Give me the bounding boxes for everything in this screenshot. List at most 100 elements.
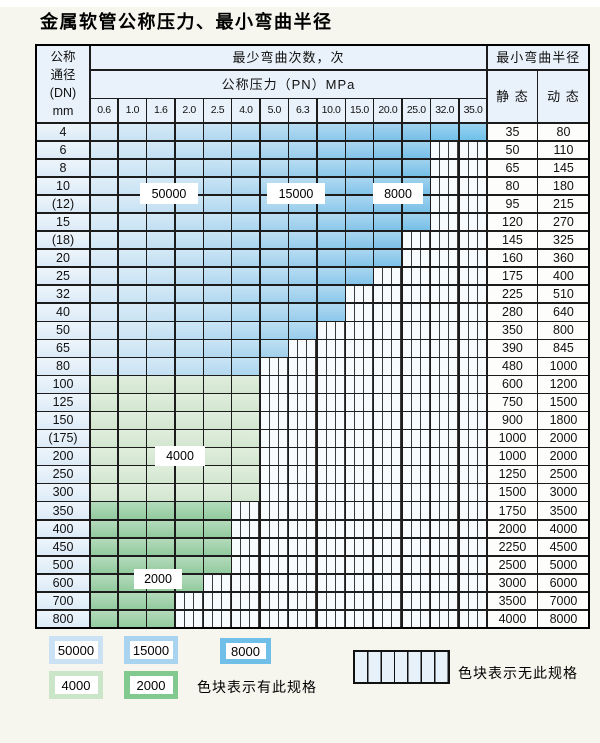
spec-cell — [260, 141, 288, 159]
spec-cell — [147, 484, 175, 501]
no-spec-cell — [317, 394, 345, 411]
no-spec-cell — [260, 610, 288, 628]
spec-cell — [90, 213, 118, 231]
spec-cell — [118, 448, 146, 465]
spec-cell — [317, 213, 345, 231]
spec-cell — [118, 123, 146, 141]
spec-cell — [118, 177, 146, 195]
spec-cell — [90, 267, 118, 285]
static-radius-cell: 900 — [487, 412, 537, 429]
dn-cell: 20 — [37, 249, 89, 267]
dn-cell: 450 — [37, 538, 89, 556]
no-spec-cell — [346, 376, 373, 393]
spec-cell — [289, 123, 317, 141]
static-radius-cell: 80 — [487, 177, 537, 195]
no-spec-cell — [374, 358, 402, 375]
no-spec-cell — [260, 448, 288, 465]
spec-cell — [232, 159, 260, 177]
legend-swatch-label: 4000 — [54, 676, 98, 694]
spec-cell — [260, 213, 288, 231]
spec-cell — [260, 267, 288, 285]
header-radius: 最小弯曲半径 — [487, 46, 589, 69]
spec-cell — [232, 285, 260, 303]
spec-cell — [289, 322, 317, 339]
spec-cell — [147, 520, 175, 538]
no-spec-cell — [402, 592, 430, 610]
spec-cell — [90, 520, 118, 538]
pressure-column-header: 6.3 — [289, 99, 317, 122]
header-bend-times: 最少弯曲次数，次 — [90, 46, 487, 69]
legend-swatch: 15000 — [124, 636, 178, 664]
dn-cell: 800 — [37, 610, 89, 628]
dynamic-radius-cell: 800 — [538, 322, 589, 339]
no-spec-cell — [431, 430, 459, 447]
legend-swatch: 4000 — [49, 671, 103, 699]
no-spec-cell — [459, 610, 487, 628]
dynamic-radius-cell: 400 — [538, 267, 589, 285]
spec-cell — [317, 231, 345, 249]
spec-cell — [118, 502, 146, 520]
dynamic-radius-cell: 3500 — [538, 502, 589, 520]
dn-cell: 50 — [37, 322, 89, 339]
legend-swatch: 2000 — [124, 671, 178, 699]
spec-cell — [260, 340, 288, 357]
no-spec-cell — [459, 267, 487, 285]
spec-cell — [260, 303, 288, 321]
spec-cell — [90, 177, 118, 195]
spec-cell — [402, 159, 430, 177]
no-spec-cell — [431, 159, 459, 177]
spec-cell — [317, 249, 345, 267]
spec-cell — [147, 249, 175, 267]
dn-cell: (12) — [37, 195, 89, 213]
static-radius-cell: 4000 — [487, 610, 537, 628]
no-spec-cell — [232, 610, 260, 628]
spec-cell — [147, 322, 175, 339]
dynamic-radius-cell: 1500 — [538, 394, 589, 411]
spec-cell — [204, 285, 231, 303]
no-spec-cell — [459, 141, 487, 159]
no-spec-cell — [459, 322, 487, 339]
spec-cell — [90, 448, 118, 465]
dynamic-radius-cell: 4500 — [538, 538, 589, 556]
no-spec-cell — [459, 303, 487, 321]
spec-cell — [204, 394, 231, 411]
spec-cell — [374, 159, 402, 177]
dn-cell: (18) — [37, 231, 89, 249]
no-spec-cell — [402, 466, 430, 483]
dynamic-radius-cell: 3000 — [538, 484, 589, 501]
spec-cell — [204, 231, 231, 249]
spec-cell — [175, 466, 203, 483]
spec-cell — [175, 556, 203, 574]
dynamic-radius-cell: 2500 — [538, 466, 589, 483]
no-spec-cell — [346, 322, 373, 339]
no-spec-cell — [346, 592, 373, 610]
dn-cell: 25 — [37, 267, 89, 285]
static-radius-cell: 175 — [487, 267, 537, 285]
dynamic-radius-cell: 6000 — [538, 574, 589, 592]
spec-cell — [90, 285, 118, 303]
no-spec-cell — [402, 610, 430, 628]
spec-cell — [260, 159, 288, 177]
no-spec-cell — [431, 520, 459, 538]
spec-cell — [402, 123, 430, 141]
spec-cell — [317, 159, 345, 177]
no-spec-cell — [317, 610, 345, 628]
spec-cell — [232, 322, 260, 339]
no-spec-cell — [317, 358, 345, 375]
spec-cell — [90, 141, 118, 159]
spec-cell — [232, 340, 260, 357]
no-spec-cell — [346, 466, 373, 483]
spec-cell — [346, 123, 373, 141]
no-spec-cell — [459, 556, 487, 574]
spec-cell — [232, 141, 260, 159]
spec-cell — [232, 213, 260, 231]
static-radius-cell: 50 — [487, 141, 537, 159]
no-spec-cell — [459, 484, 487, 501]
spec-cell — [118, 430, 146, 447]
spec-cell — [147, 502, 175, 520]
spec-cell — [90, 303, 118, 321]
dynamic-radius-cell: 1000 — [538, 358, 589, 375]
cycle-count-label: 15000 — [267, 183, 325, 204]
top-strip — [0, 0, 600, 7]
spec-cell — [118, 412, 146, 429]
